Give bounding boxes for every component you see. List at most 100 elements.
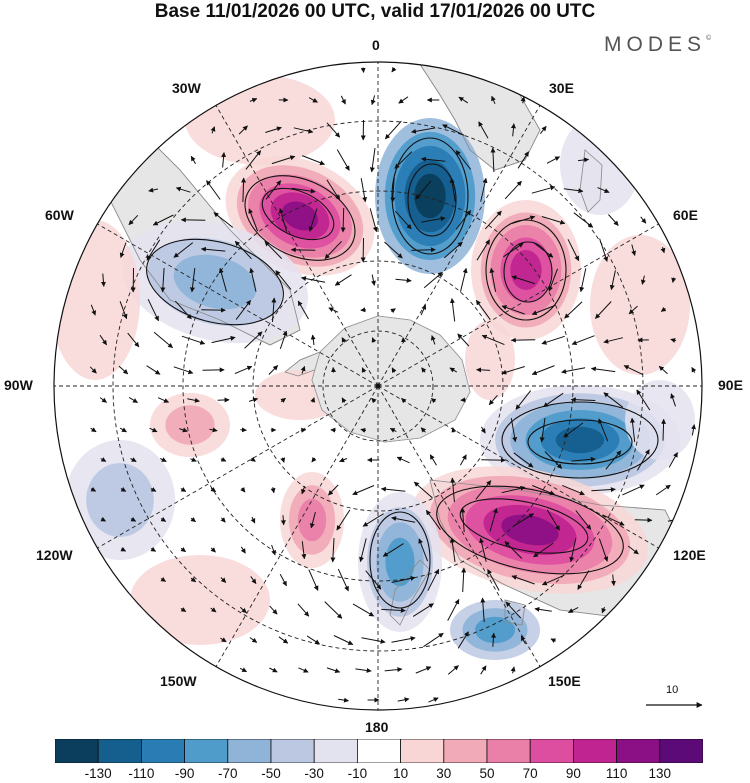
wind-vector <box>371 337 377 343</box>
wind-vector <box>395 277 412 283</box>
lon-label-120w: 120W <box>36 547 73 563</box>
wind-vector <box>271 544 276 556</box>
anomaly-contour-fill <box>555 426 605 454</box>
wind-vector <box>476 367 491 373</box>
wind-vector <box>401 397 407 404</box>
south-pole-marker <box>375 383 381 389</box>
wind-vector <box>250 516 256 524</box>
wind-vector <box>130 457 137 462</box>
colorbar-tick-label: -50 <box>261 766 281 781</box>
wind-vector <box>475 480 492 500</box>
wind-vector <box>394 151 413 169</box>
anomaly-contour-fill <box>475 616 515 644</box>
anomaly-contour-fill <box>625 380 695 460</box>
contour-line <box>391 137 469 255</box>
wind-vector <box>390 308 396 314</box>
wind-vector <box>361 637 386 644</box>
wind-vector <box>531 185 556 194</box>
wind-vector <box>501 305 525 315</box>
wind-vector <box>241 177 247 203</box>
wind-vector <box>160 267 166 293</box>
wind-vector <box>341 337 347 343</box>
wind-vector <box>118 365 129 375</box>
colorbar-swatch <box>659 739 703 763</box>
colorbar-tick-label: 10 <box>393 766 409 781</box>
wind-vector <box>240 487 246 493</box>
wind-vector <box>480 665 487 675</box>
wind-vector <box>691 366 697 373</box>
wind-vector <box>326 179 341 201</box>
wind-vector <box>460 267 468 292</box>
wind-vector <box>510 418 518 443</box>
colorbar-swatch <box>486 739 531 763</box>
wind-vector <box>352 603 375 617</box>
wind-vector <box>209 427 218 433</box>
wind-vector <box>127 332 140 348</box>
wind-vector <box>544 451 563 469</box>
wind-vector <box>369 148 376 173</box>
anomaly-contour-fill <box>465 320 515 400</box>
wind-vector <box>540 125 547 135</box>
wind-vector <box>564 301 583 319</box>
colorbar-swatch <box>616 739 661 763</box>
wind-vector <box>359 538 367 563</box>
anomaly-contour-fill <box>165 405 215 445</box>
wind-vector <box>421 216 446 223</box>
lon-label-120e: 120E <box>673 547 706 563</box>
wind-vector <box>336 509 351 531</box>
wind-vector <box>623 365 643 375</box>
wind-vector <box>658 365 668 375</box>
latitude-circle <box>322 330 434 442</box>
wind-vector <box>361 367 367 373</box>
wind-vector <box>308 97 318 103</box>
wind-vector <box>308 208 318 232</box>
wind-vector <box>447 598 460 621</box>
wind-vector <box>389 427 397 433</box>
anomaly-contour-fill <box>281 201 319 231</box>
wind-vector <box>415 180 432 200</box>
colorbar-tick-label: 110 <box>605 766 628 781</box>
wind-vector <box>427 568 440 591</box>
wind-vector <box>90 304 97 316</box>
wind-vector <box>573 212 594 228</box>
wind-vector <box>100 457 107 462</box>
wind-vector <box>668 452 678 468</box>
lon-label-150e: 150E <box>548 673 581 689</box>
wind-vector <box>248 397 259 403</box>
colorbar-tick-label: 30 <box>436 766 452 781</box>
wind-vector <box>517 151 530 169</box>
wind-vector <box>371 274 376 286</box>
wind-vector <box>90 486 97 492</box>
latitude-circle <box>252 260 504 512</box>
wind-vector <box>510 666 516 674</box>
wind-vector <box>187 397 200 403</box>
wind-vector <box>430 335 436 345</box>
colorbar-tick-label: 50 <box>479 766 495 781</box>
chart-title: Base 11/01/2026 00 UTC, valid 17/01/2026… <box>154 1 596 22</box>
wind-vector <box>411 247 436 253</box>
wind-vector <box>636 449 650 471</box>
wind-vector <box>381 607 406 613</box>
wind-vector <box>310 334 316 346</box>
wind-vector <box>339 457 348 463</box>
wind-vector <box>119 427 127 433</box>
wind-vector <box>160 516 167 522</box>
wind-vector <box>460 507 466 533</box>
wind-vector <box>301 485 306 495</box>
colorbar-tick-label: -70 <box>218 766 238 781</box>
wind-vector <box>458 96 469 104</box>
lon-label-30w: 30W <box>172 80 201 96</box>
wind-vector <box>401 337 407 343</box>
wind-vector <box>487 569 500 591</box>
wind-vector <box>660 306 667 312</box>
wind-vector <box>455 210 472 230</box>
wind-vector <box>334 274 352 286</box>
wind-vector <box>189 268 196 293</box>
wind-vector <box>234 240 252 260</box>
wind-vector <box>490 632 496 647</box>
wind-vector <box>174 300 192 320</box>
wind-vector <box>505 601 522 619</box>
wind-vector <box>451 427 457 433</box>
wind-vector <box>326 667 341 674</box>
wind-vector <box>520 96 526 104</box>
